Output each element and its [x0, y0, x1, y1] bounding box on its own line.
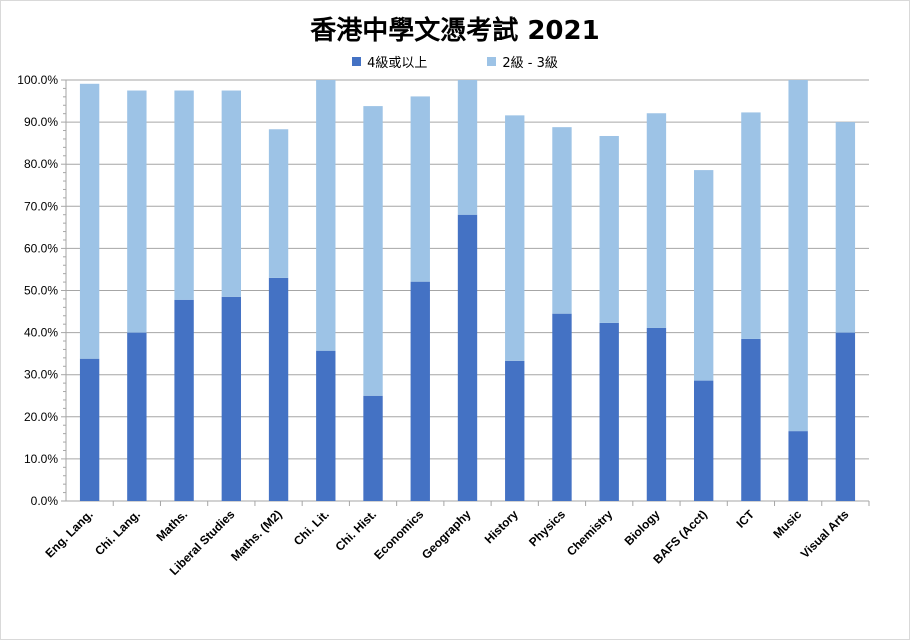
bar-segment-series-1[interactable]: [788, 431, 808, 501]
x-tick-label: Chemistry: [564, 507, 616, 559]
x-tick-label: Maths.: [153, 507, 190, 544]
bar-segment-series-2[interactable]: [741, 112, 761, 339]
y-tick-label: 0.0%: [31, 494, 59, 508]
bar-segment-series-2[interactable]: [646, 113, 667, 328]
bar-segment-series-1[interactable]: [79, 358, 100, 501]
bar-segment-series-2[interactable]: [552, 127, 572, 314]
bar-segment-series-2[interactable]: [599, 135, 619, 323]
bar-segment-series-1[interactable]: [221, 296, 242, 501]
bar-segment-series-1[interactable]: [127, 332, 147, 501]
bar-segment-series-1[interactable]: [505, 360, 525, 501]
bar-segment-series-2[interactable]: [174, 90, 194, 300]
bar-segment-series-2[interactable]: [268, 129, 289, 278]
bar-segment-series-1[interactable]: [552, 313, 572, 501]
y-tick-label: 50.0%: [24, 284, 58, 298]
y-tick-label: 100.0%: [17, 73, 58, 87]
bar-segment-series-2[interactable]: [410, 96, 430, 282]
y-tick-label: 20.0%: [24, 410, 58, 424]
bar-segment-series-1[interactable]: [457, 214, 478, 501]
legend-label-series-2: 2級 - 3級: [502, 56, 558, 71]
x-tick-label: Chi. Lang.: [92, 507, 143, 558]
bar-segment-series-1[interactable]: [410, 281, 430, 501]
x-tick-label: Eng. Lang.: [42, 507, 95, 560]
bar-segment-series-2[interactable]: [835, 122, 856, 333]
bar-segment-series-1[interactable]: [174, 299, 194, 501]
bar-segment-series-1[interactable]: [316, 350, 336, 501]
x-tick-label: Visual Arts: [798, 507, 852, 561]
bar-segment-series-1[interactable]: [268, 277, 289, 501]
x-tick-label: ICT: [733, 507, 757, 531]
bar-segment-series-2[interactable]: [788, 80, 808, 432]
chart-legend: 4級或以上 2級 - 3級: [0, 52, 910, 71]
x-tick-label: Chi. Lit.: [291, 507, 332, 548]
x-tick-label: Music: [770, 507, 804, 541]
legend-label-series-1: 4級或以上: [367, 56, 428, 71]
bar-segment-series-2[interactable]: [457, 80, 478, 215]
y-tick-label: 70.0%: [24, 199, 58, 213]
bar-segment-series-1[interactable]: [741, 338, 761, 501]
bar-segment-series-1[interactable]: [363, 395, 383, 501]
bar-segment-series-2[interactable]: [79, 83, 100, 359]
bar-segment-series-1[interactable]: [693, 380, 714, 501]
legend-swatch-series-2: [487, 57, 497, 66]
x-tick-label: Geography: [419, 507, 474, 562]
chart-title: 香港中學文憑考試 2021: [310, 16, 600, 46]
x-tick-label: Biology: [622, 507, 663, 548]
bar-segment-series-2[interactable]: [363, 106, 383, 396]
bar-segment-series-1[interactable]: [835, 332, 856, 501]
bar-segment-series-2[interactable]: [505, 115, 525, 361]
y-tick-label: 90.0%: [24, 115, 58, 129]
x-tick-label: Economics: [371, 507, 426, 562]
bar-segment-series-2[interactable]: [316, 80, 336, 351]
y-tick-label: 80.0%: [24, 157, 58, 171]
bar-segment-series-2[interactable]: [127, 90, 147, 333]
legend-item-series-2[interactable]: 2級 - 3級: [487, 52, 558, 71]
y-tick-label: 10.0%: [24, 452, 58, 466]
bar-segment-series-1[interactable]: [599, 322, 619, 501]
bar-segment-series-2[interactable]: [221, 90, 242, 297]
legend-item-series-1[interactable]: 4級或以上: [352, 52, 427, 71]
bar-segment-series-1[interactable]: [646, 327, 667, 501]
bar-segment-series-2[interactable]: [693, 170, 714, 381]
x-tick-label: Physics: [526, 507, 568, 549]
y-tick-label: 40.0%: [24, 326, 58, 340]
x-tick-label: History: [482, 507, 521, 546]
legend-swatch-series-1: [352, 57, 362, 66]
y-tick-label: 30.0%: [24, 368, 58, 382]
x-tick-label: Maths. (M2): [228, 507, 285, 564]
y-tick-label: 60.0%: [24, 241, 58, 255]
x-tick-label: Chi. Hist.: [332, 507, 379, 554]
